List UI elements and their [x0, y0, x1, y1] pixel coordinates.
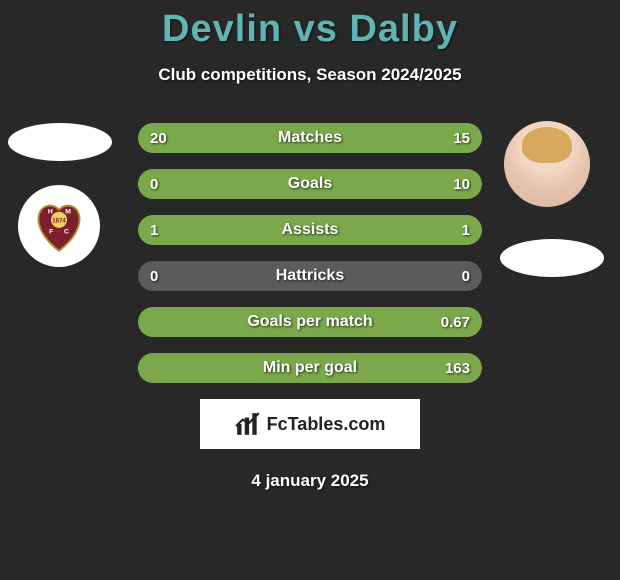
stat-row: 2015Matches	[138, 123, 482, 153]
subtitle: Club competitions, Season 2024/2025	[0, 65, 620, 85]
stat-label: Goals	[138, 169, 482, 199]
right-player-avatar	[504, 121, 590, 207]
svg-text:F: F	[49, 228, 53, 235]
date-label: 4 january 2025	[0, 471, 620, 491]
stat-row: 163Min per goal	[138, 353, 482, 383]
stat-row: 0.67Goals per match	[138, 307, 482, 337]
comparison-panel: 1874 H M F C 2015Matches 010Goals 11Assist…	[0, 123, 620, 383]
svg-text:C: C	[64, 228, 69, 235]
stat-label: Hattricks	[138, 261, 482, 291]
stat-row: 00Hattricks	[138, 261, 482, 291]
stats-bars: 2015Matches 010Goals 11Assists 00Hattricks 0…	[138, 123, 482, 383]
stat-label: Goals per match	[138, 307, 482, 337]
left-club-badge: 1874 H M F C	[18, 185, 100, 267]
heart-badge-icon: 1874 H M F C	[28, 195, 90, 257]
stat-label: Min per goal	[138, 353, 482, 383]
stat-row: 010Goals	[138, 169, 482, 199]
stat-row: 11Assists	[138, 215, 482, 245]
bar-chart-icon	[235, 411, 261, 437]
right-club-oval	[500, 239, 604, 277]
stat-label: Matches	[138, 123, 482, 153]
source-label: FcTables.com	[267, 414, 386, 435]
svg-text:H: H	[48, 209, 53, 216]
page-title: Devlin vs Dalby	[0, 0, 620, 51]
stat-label: Assists	[138, 215, 482, 245]
source-badge: FcTables.com	[200, 399, 420, 449]
left-player-oval	[8, 123, 112, 161]
svg-text:1874: 1874	[52, 217, 66, 224]
svg-text:M: M	[65, 209, 71, 216]
